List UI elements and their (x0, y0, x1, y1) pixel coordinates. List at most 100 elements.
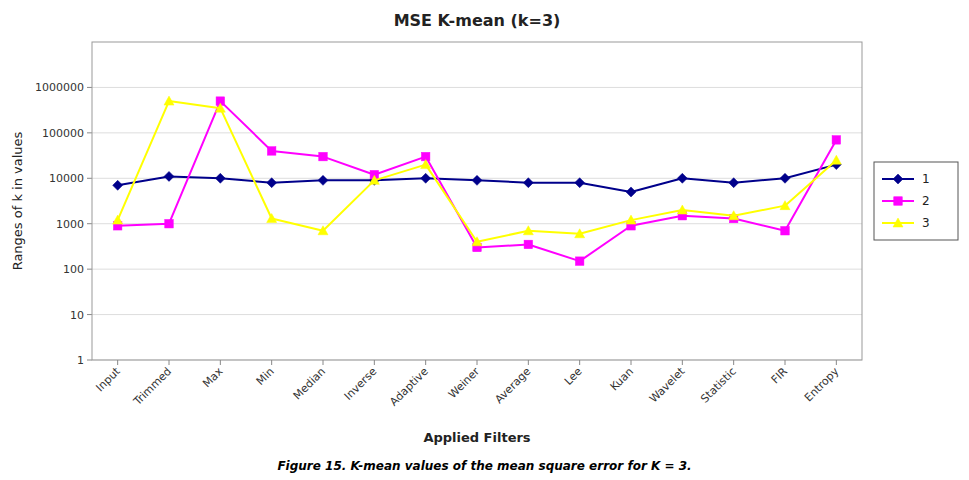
tick-mark (87, 132, 92, 133)
tick-mark (220, 360, 221, 365)
grid-line (92, 87, 862, 88)
series (113, 96, 842, 246)
caption: Figure 15. K-mean values of the mean squ… (277, 459, 691, 473)
point (780, 201, 790, 210)
tick-label: 10000 (49, 172, 84, 185)
legend-label: 3 (922, 216, 930, 230)
point (677, 173, 687, 183)
tick-label: Max (200, 365, 226, 391)
point (267, 178, 277, 188)
point (575, 229, 585, 238)
point (164, 96, 174, 105)
tick-mark (87, 87, 92, 88)
point (626, 187, 636, 197)
series (113, 97, 840, 266)
tick-label: Lee (562, 365, 585, 388)
tick-label: Trimmed (130, 365, 174, 409)
point (781, 227, 790, 236)
line (118, 101, 837, 261)
series (113, 160, 842, 197)
legend-label: 1 (922, 172, 930, 186)
tick-mark (271, 360, 272, 365)
grid-line (92, 314, 862, 315)
tick-label: 100 (63, 263, 84, 276)
point (319, 152, 328, 161)
point (113, 180, 123, 190)
title: MSE K-mean (k=3) (394, 11, 561, 30)
point (523, 226, 533, 235)
plot-frame (92, 42, 862, 360)
point (626, 215, 636, 224)
tick-label: Weiner (446, 365, 483, 402)
point (318, 226, 328, 235)
tick-label: 1000000 (35, 81, 84, 94)
line (118, 101, 837, 242)
y-axis: 1 10 100 1000 10000 100000 1000000 (35, 81, 92, 367)
x-axis-label: Applied Filters (423, 430, 530, 445)
grid-line (92, 269, 862, 270)
tick-label: 100000 (42, 127, 84, 140)
point (729, 211, 739, 220)
point (472, 237, 482, 246)
tick-mark (117, 360, 118, 365)
tick-label: 1000 (56, 218, 84, 231)
point (164, 171, 174, 181)
tick-label: Median (291, 365, 329, 403)
tick-mark (631, 360, 632, 365)
y-axis-label: Ranges of k in values (10, 131, 25, 270)
legend: 1 2 3 (874, 162, 958, 240)
point (267, 147, 276, 156)
legend-box (874, 162, 958, 240)
point (369, 175, 379, 184)
point (729, 178, 739, 188)
plot-area (113, 96, 842, 265)
tick-mark (425, 360, 426, 365)
tick-mark (528, 360, 529, 365)
tick-label: Input (93, 364, 123, 394)
tick-label: Min (254, 365, 277, 388)
tick-mark (87, 178, 92, 179)
tick-mark (682, 360, 683, 365)
tick-mark (87, 269, 92, 270)
point (421, 173, 431, 183)
tick-label: Adaptive (387, 365, 431, 409)
point (472, 175, 482, 185)
point (575, 257, 584, 266)
tick-mark (785, 360, 786, 365)
tick-mark (87, 314, 92, 315)
point (318, 175, 328, 185)
tick-label: FIR (769, 365, 791, 387)
legend-marker (893, 174, 903, 184)
tick-mark (477, 360, 478, 365)
point (421, 160, 431, 169)
grid-line (92, 223, 862, 224)
tick-label: Wavelet (647, 364, 688, 405)
point (215, 173, 225, 183)
tick-mark (87, 360, 92, 361)
tick-mark (374, 360, 375, 365)
point (832, 136, 841, 145)
point (780, 173, 790, 183)
legend-marker (894, 197, 903, 206)
point (165, 219, 174, 228)
grid (92, 87, 862, 360)
tick-label: Entropy (802, 365, 842, 405)
tick-label: 10 (70, 309, 84, 322)
legend-label: 2 (922, 194, 930, 208)
tick-label: 1 (77, 354, 84, 367)
tick-mark (733, 360, 734, 365)
point (677, 205, 687, 214)
x-axis: InputTrimmed Max Min Median InverseAdaptive W… (93, 360, 841, 409)
point (831, 155, 841, 164)
point (575, 178, 585, 188)
point (523, 178, 533, 188)
tick-label: Kuan (608, 365, 637, 394)
legend-marker (893, 218, 903, 227)
tick-mark (836, 360, 837, 365)
point (267, 214, 277, 223)
chart: MSE K-mean (k=3) 1 10 100 1000 10000 100000 100… (0, 0, 969, 480)
tick-label: Inverse (342, 365, 380, 403)
tick-mark (323, 360, 324, 365)
tick-mark (579, 360, 580, 365)
point (524, 240, 533, 249)
